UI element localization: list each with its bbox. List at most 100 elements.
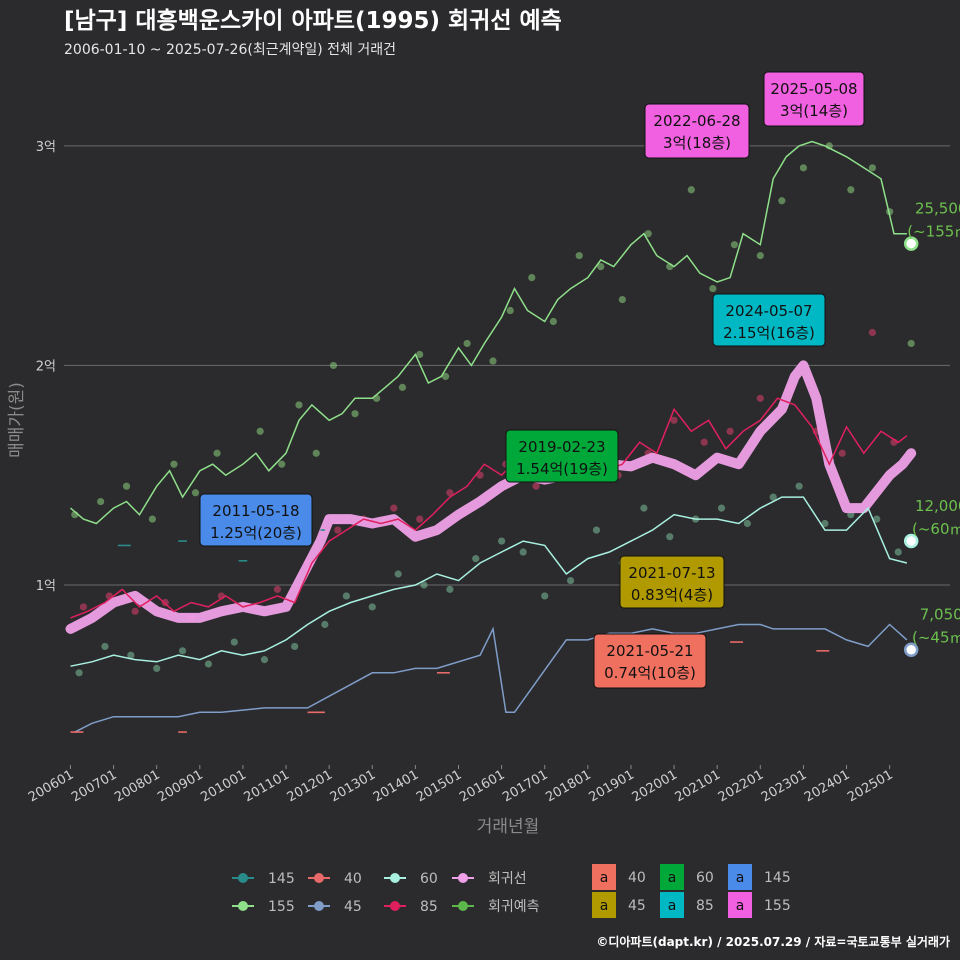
legend-box-letter: a [736, 898, 745, 914]
x-tick-label: 200801 [112, 767, 162, 805]
y-tick-label: 1억 [36, 579, 56, 594]
y-tick-label: 2억 [36, 359, 56, 374]
data-point [709, 284, 717, 293]
legend-label: 155 [268, 899, 295, 915]
series-line-60 [70, 496, 908, 667]
data-point [291, 642, 299, 651]
prediction-value-label: 7,050 [920, 606, 960, 624]
legend-box-label: 85 [696, 898, 714, 914]
legend-label: 40 [344, 871, 362, 887]
data-point [260, 656, 269, 664]
legend-label: 60 [420, 871, 438, 887]
data-point [799, 164, 808, 172]
legend-box-label: 45 [628, 898, 646, 914]
prediction-point [903, 533, 919, 549]
data-point [204, 660, 213, 668]
data-point [873, 515, 881, 523]
legend-label: 145 [268, 871, 295, 887]
data-point [390, 504, 398, 512]
x-axis-title: 거래년월 [477, 817, 540, 837]
legend-box-label: 155 [764, 898, 791, 914]
data-point [821, 519, 829, 528]
x-tick-label: 202401 [802, 767, 852, 805]
legend-label: 85 [420, 899, 438, 915]
data-point [273, 585, 282, 593]
data-point [532, 482, 540, 490]
series-line-85 [70, 397, 908, 619]
data-point [666, 533, 674, 541]
x-tick-label: 201601 [457, 767, 507, 805]
legend-box-letter: a [600, 870, 609, 886]
data-point [795, 482, 803, 490]
data-point [372, 394, 381, 402]
prediction-value-label: 12,000 [915, 497, 960, 515]
data-point [726, 427, 734, 435]
legend-box-letter: a [668, 870, 677, 886]
data-point [394, 570, 402, 578]
data-point [476, 471, 484, 479]
data-point [597, 263, 605, 271]
legend-box-letter: a [600, 898, 609, 914]
data-point [463, 339, 471, 348]
data-point [148, 515, 156, 523]
legend-dot-key [314, 873, 324, 883]
data-point [446, 585, 454, 593]
legend-box-label: 40 [628, 870, 646, 886]
prediction-point [903, 236, 919, 251]
legend-label: 45 [344, 899, 362, 915]
data-point [838, 449, 846, 457]
annotation-box [199, 493, 313, 547]
legend-box-key [728, 864, 752, 890]
data-point [519, 548, 527, 556]
x-tick-label: 201801 [543, 767, 593, 805]
prediction-area-label: (~155㎡) [907, 223, 960, 241]
plot-area: 1억2억3억2006012007012008012009012010012011… [26, 71, 960, 805]
data-point [191, 489, 200, 497]
x-tick-label: 202201 [716, 767, 766, 805]
annotation-date: 2021-07-13 [628, 564, 715, 582]
data-point [420, 581, 428, 589]
legend-dot-key [238, 873, 248, 883]
legend-box-letter: a [668, 898, 677, 914]
data-point [769, 493, 777, 501]
x-tick-label: 201301 [328, 767, 378, 805]
annotation-box [763, 71, 865, 127]
prediction-area-label: (~60㎡) [912, 520, 960, 538]
data-point [498, 537, 506, 545]
legend-box-key [592, 892, 616, 918]
legend-dot-key [458, 901, 468, 911]
data-point [778, 197, 786, 205]
chart-subtitle: 2006-01-10 ~ 2025-07-26(최근계약일) 전체 거래건 [64, 42, 396, 58]
data-point [618, 295, 626, 304]
legend-box-letter: a [736, 870, 745, 886]
annotation-box [619, 555, 725, 609]
data-point [170, 460, 178, 468]
x-tick-label: 202101 [673, 767, 723, 805]
data-point [756, 394, 764, 402]
data-point [321, 620, 329, 629]
prediction-area-label: (~45㎡) [912, 629, 960, 647]
x-tick-label: 201401 [371, 767, 421, 805]
data-point [541, 592, 549, 600]
x-tick-label: 201901 [586, 767, 636, 805]
x-tick-label: 202501 [845, 767, 895, 805]
data-point [847, 186, 855, 194]
legend-box-key [592, 864, 616, 890]
data-point [472, 555, 480, 563]
legend-box-key [660, 864, 684, 890]
data-point [506, 306, 514, 315]
x-tick-label: 201501 [414, 767, 464, 805]
data-point [717, 504, 726, 512]
x-tick-label: 201001 [198, 767, 248, 805]
data-point [101, 642, 109, 651]
data-point [416, 515, 424, 523]
data-point [342, 592, 350, 600]
data-point [312, 449, 320, 457]
data-point [446, 489, 454, 497]
annotation-price: 1.25억(20층) [210, 524, 302, 542]
annotation-price: 0.83억(4층) [631, 586, 713, 604]
legend-box-key [660, 892, 684, 918]
data-point [528, 273, 536, 282]
data-point [97, 497, 105, 506]
annotation-price: 3억(18층) [663, 134, 731, 152]
